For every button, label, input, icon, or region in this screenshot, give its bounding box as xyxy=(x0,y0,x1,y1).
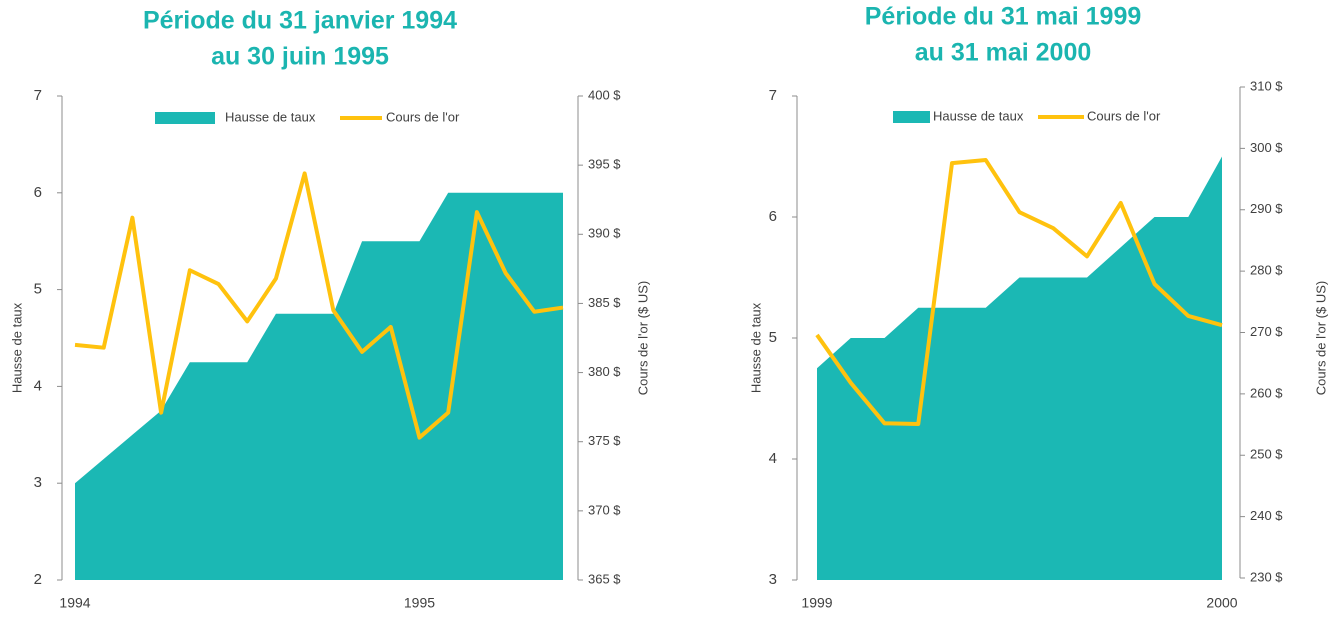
y2-tick-label: 280 $ xyxy=(1250,263,1283,278)
y2-tick-label: 300 $ xyxy=(1250,140,1283,155)
chart-title: au 31 mai 2000 xyxy=(915,39,1092,67)
y2-tick-label: 270 $ xyxy=(1250,324,1283,339)
x-tick-label: 1999 xyxy=(801,595,832,611)
y2-tick-label: 365 $ xyxy=(588,571,621,586)
line xyxy=(74,171,564,440)
x-tick-label: 2000 xyxy=(1206,595,1237,611)
legend-label: Cours de l'or xyxy=(386,109,460,124)
y2-tick-label: 310 $ xyxy=(1250,78,1283,93)
y2-axis-title: Cours de l'or ($ US) xyxy=(635,281,650,395)
x-tick-label: 1994 xyxy=(59,595,90,611)
legend-label: Cours de l'or xyxy=(1087,108,1161,123)
legend-swatch xyxy=(893,111,930,123)
area xyxy=(75,192,563,581)
legend-swatch xyxy=(155,112,215,124)
y-tick-label: 2 xyxy=(34,571,42,588)
chart-title: au 30 juin 1995 xyxy=(211,43,389,71)
chart-title: Période du 31 janvier 1994 xyxy=(143,7,457,35)
y2-tick-label: 400 $ xyxy=(588,87,621,102)
y2-tick-label: 230 $ xyxy=(1250,569,1283,584)
x-tick-label: 1995 xyxy=(404,595,435,611)
y2-tick-label: 380 $ xyxy=(588,364,621,379)
y2-axis-title: Cours de l'or ($ US) xyxy=(1313,281,1328,395)
legend-label: Hausse de taux xyxy=(225,109,316,124)
y-tick-label: 7 xyxy=(769,87,777,104)
area xyxy=(817,156,1222,580)
y2-tick-label: 390 $ xyxy=(588,226,621,241)
chart-title: Période du 31 mai 1999 xyxy=(865,3,1142,31)
y-tick-label: 3 xyxy=(769,571,777,588)
y2-tick-label: 290 $ xyxy=(1250,201,1283,216)
y-axis-title: Hausse de taux xyxy=(748,302,763,393)
y2-tick-label: 250 $ xyxy=(1250,447,1283,462)
y2-tick-label: 395 $ xyxy=(588,157,621,172)
y2-tick-label: 370 $ xyxy=(588,502,621,517)
y-tick-label: 4 xyxy=(34,377,42,394)
y-tick-label: 5 xyxy=(34,281,42,298)
y-tick-label: 5 xyxy=(769,329,777,346)
y-tick-label: 7 xyxy=(34,87,42,104)
line xyxy=(815,158,1223,426)
y-tick-label: 6 xyxy=(34,184,42,201)
y-tick-label: 4 xyxy=(769,450,777,467)
y-tick-label: 3 xyxy=(34,474,42,491)
y2-tick-label: 385 $ xyxy=(588,295,621,310)
y-axis-title: Hausse de taux xyxy=(9,302,24,393)
legend-label: Hausse de taux xyxy=(933,108,1024,123)
y2-tick-label: 260 $ xyxy=(1250,385,1283,400)
y2-tick-label: 375 $ xyxy=(588,433,621,448)
y2-tick-label: 240 $ xyxy=(1250,508,1283,523)
y-tick-label: 6 xyxy=(769,208,777,225)
